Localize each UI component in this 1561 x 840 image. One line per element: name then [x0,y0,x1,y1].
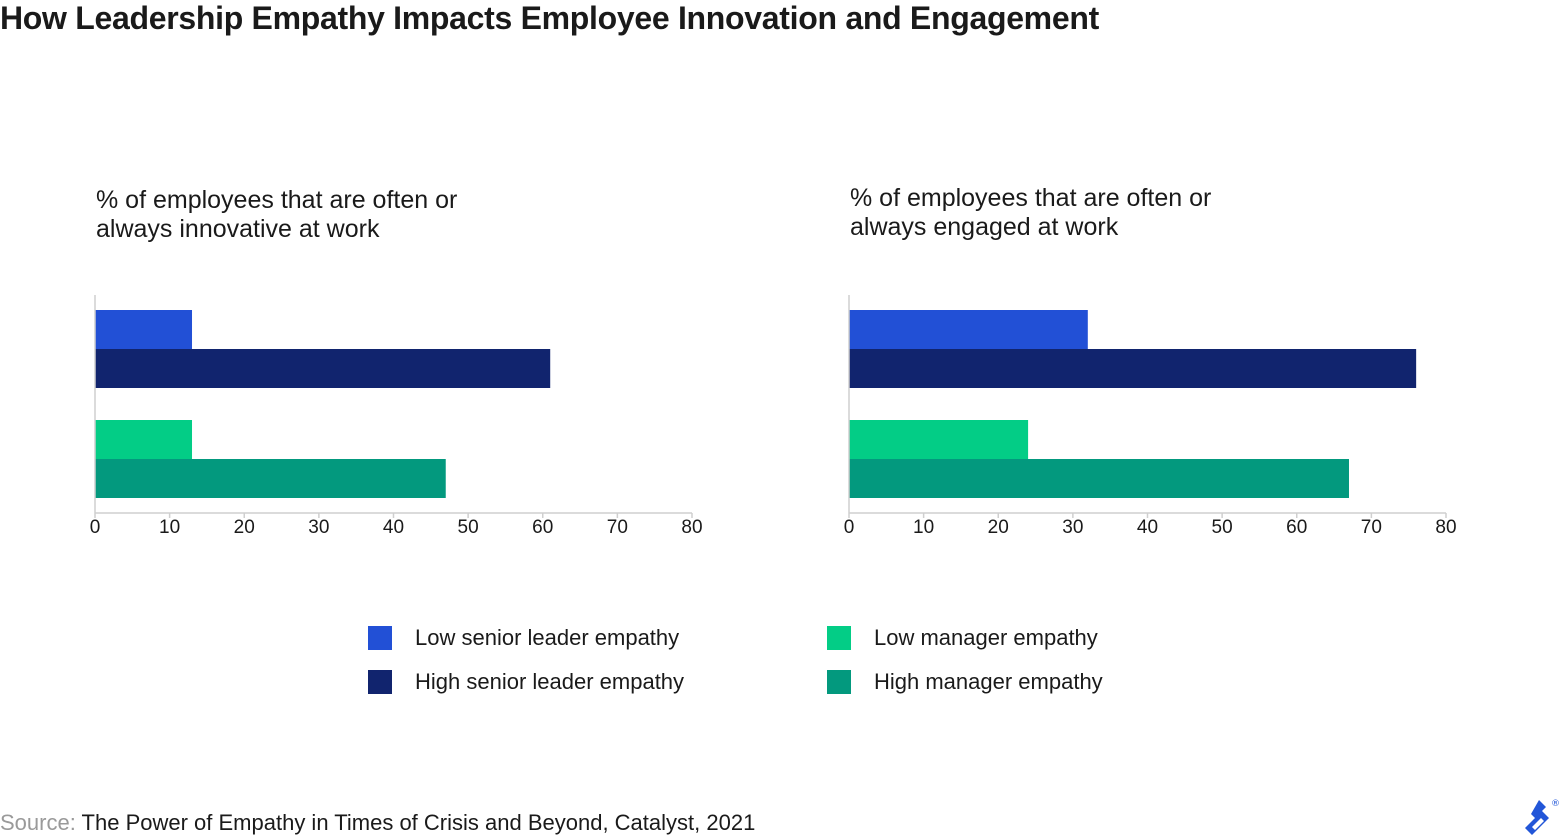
innovation-x-tick-label: 20 [234,517,255,538]
engagement-bar-senior-leader-low [849,310,1088,349]
innovation-x-tick-label: 30 [308,517,329,538]
innovation-x-tick-label: 10 [159,517,180,538]
engagement-x-tick-label: 40 [1137,517,1158,538]
engagement-x-tick-label: 70 [1361,517,1382,538]
engagement-x-tick-label: 0 [844,517,855,538]
engagement-bar-manager-low [849,420,1029,459]
registered-mark: ® [1551,799,1560,809]
engagement-x-tick-label: 50 [1212,517,1233,538]
innovation-x-tick-label: 0 [90,517,101,538]
engagement-x-tick-label: 10 [913,517,934,538]
innovation-x-tick-label: 60 [532,517,553,538]
innovation-x-tick-label: 50 [458,517,479,538]
left-chart-subtitle-line-2: always innovative at work [96,215,380,243]
left-chart-subtitle: % of employees that are often or always … [96,186,457,244]
innovation-x-tick-label: 40 [383,517,404,538]
source-prefix: Source: [0,810,76,835]
toptal-logo-shape [1525,800,1549,835]
source-note: Source: The Power of Empathy in Times of… [0,810,755,836]
chart-title: How Leadership Empathy Impacts Employee … [0,0,1099,36]
engagement-x-tick-label: 30 [1062,517,1083,538]
engagement-bar-senior-leader-high [849,349,1417,388]
right-chart-subtitle: % of employees that are often or always … [850,184,1211,242]
engagement-x-tick-label: 60 [1286,517,1307,538]
engagement-x-tick-label: 20 [988,517,1009,538]
innovation-x-tick-label: 70 [607,517,628,538]
source-text: The Power of Empathy in Times of Crisis … [81,810,756,835]
innovation-bar-manager-low [95,420,193,459]
innovation-bar-senior-leader-high [95,349,551,388]
toptal-logo-icon: ® [1525,799,1560,835]
innovation-x-tick-label: 80 [681,517,702,538]
left-chart-subtitle-line-1: % of employees that are often or [96,186,458,214]
engagement-bar-manager-high [849,459,1349,498]
right-chart-subtitle-line-2: always engaged at work [850,213,1119,241]
innovation-bar-manager-high [95,459,446,498]
engagement-x-tick-label: 80 [1435,517,1456,538]
right-chart-subtitle-line-1: % of employees that are often or [850,184,1212,212]
innovation-bar-senior-leader-low [95,310,193,349]
